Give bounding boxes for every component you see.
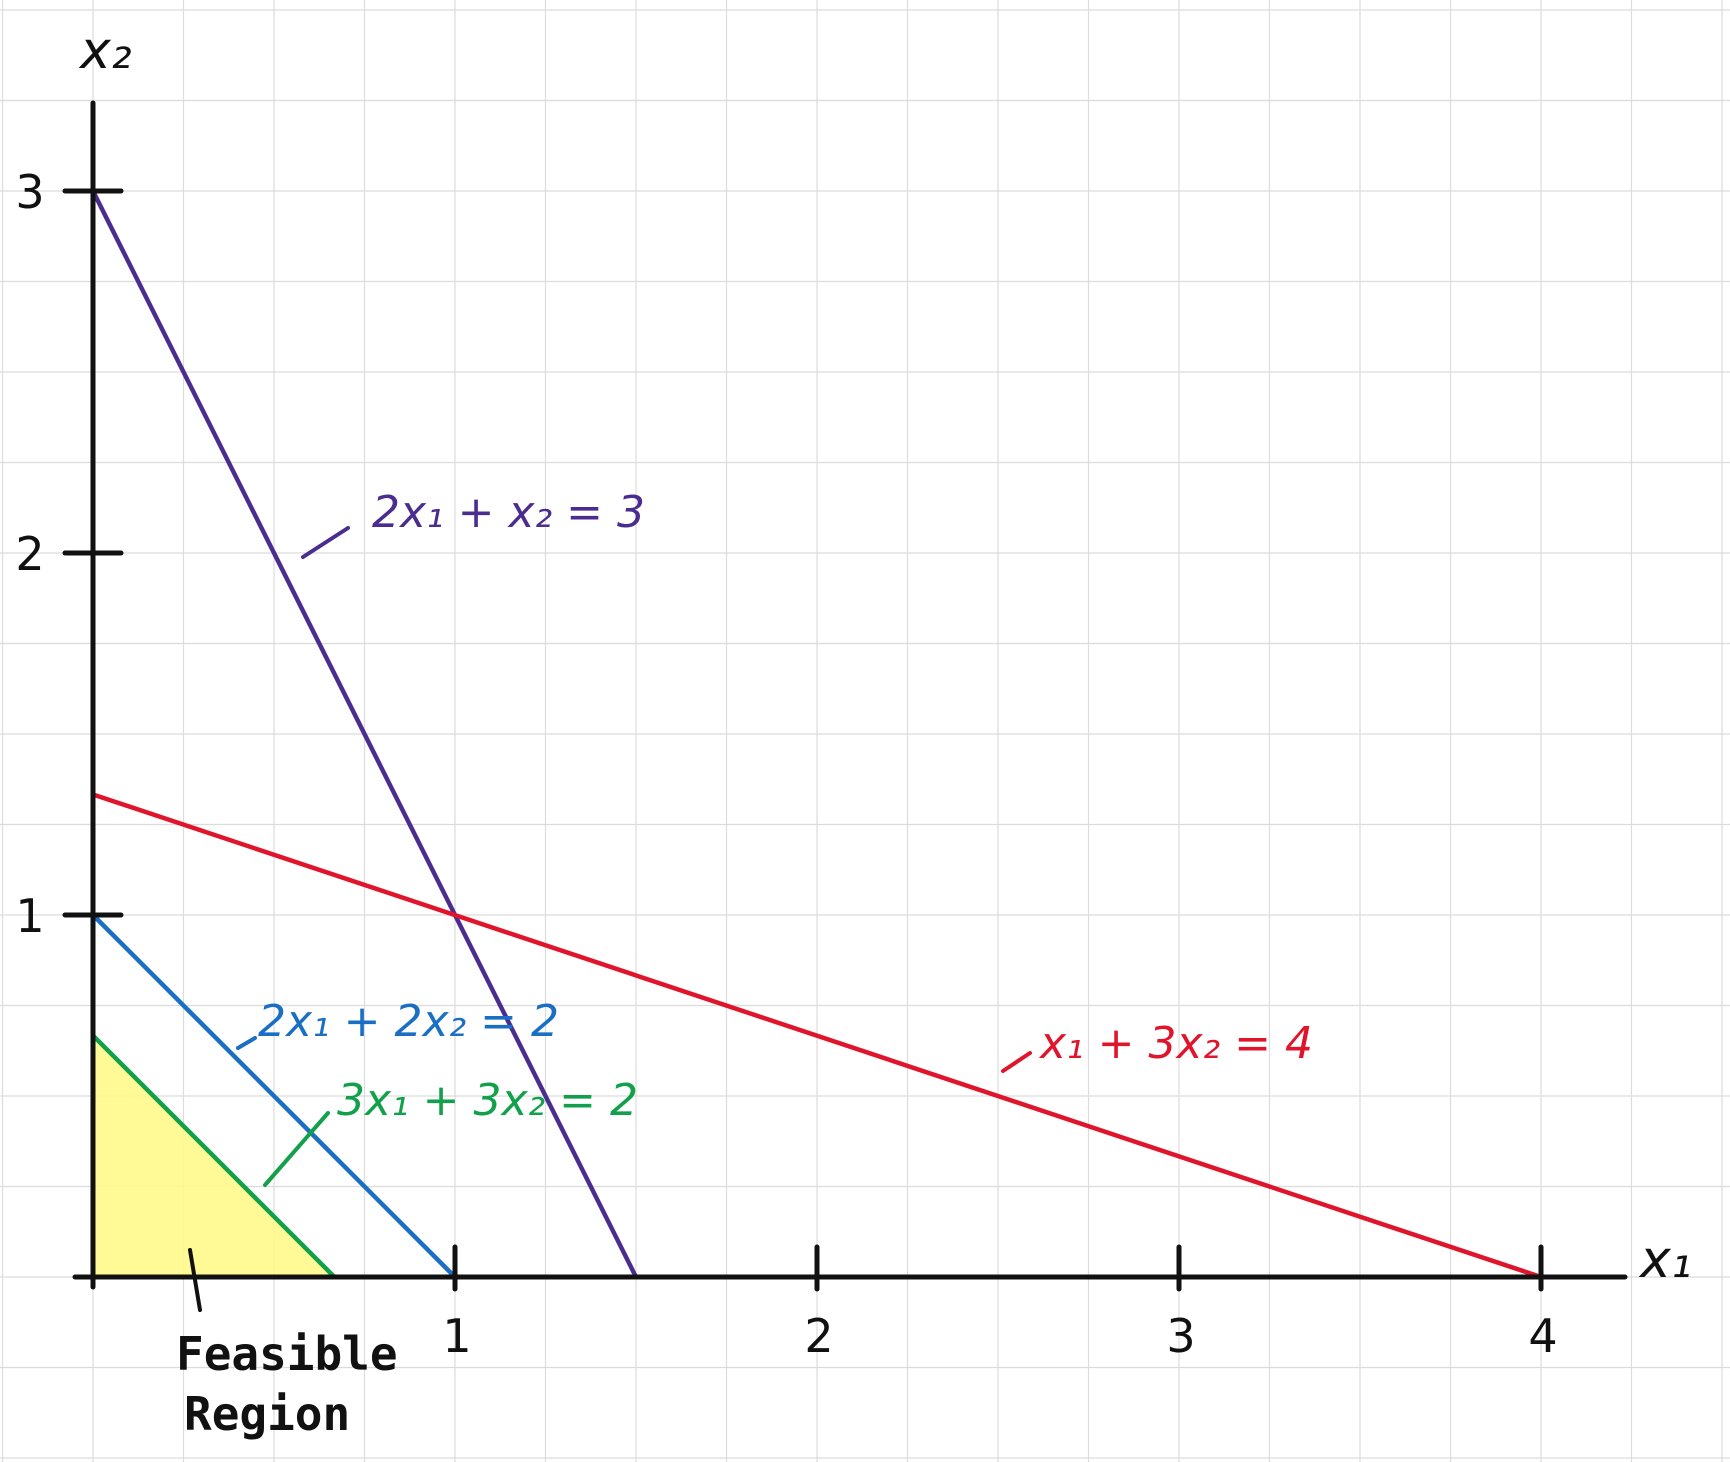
y-axis-label: x₂ [78, 21, 132, 81]
x-tick-label: 3 [1166, 1309, 1195, 1363]
feasible-region-label-line2: Region [184, 1387, 350, 1441]
constraint-line [90, 792, 1544, 1280]
annotation-labels: 2x₁ + x₂ = 3 x₁ + 3x₂ = 4 2x₁ + 2x₂ = 2 3x₁… [176, 487, 1313, 1441]
x-axis-label: x₁ [1638, 1230, 1692, 1290]
constraint-line [90, 912, 458, 1280]
equation-label: 2x₁ + 2x₂ = 2 [258, 996, 559, 1047]
y-tick-label: 3 [15, 165, 44, 219]
constraint-lines [90, 188, 1544, 1280]
y-tick-label: 2 [15, 527, 44, 581]
x-tick-label: 1 [442, 1309, 471, 1363]
equation-label: 2x₁ + x₂ = 3 [372, 487, 645, 538]
equation-label: x₁ + 3x₂ = 4 [1038, 1018, 1313, 1069]
axes: 1 2 3 4 1 2 3 x₁ x₂ [15, 21, 1691, 1363]
y-tick-label: 1 [15, 889, 44, 943]
equation-leader-stroke [263, 1111, 330, 1187]
x-tick-label: 4 [1528, 1309, 1557, 1363]
x-tick-label: 2 [804, 1309, 833, 1363]
equation-leader-stroke [301, 526, 350, 559]
equation-leader-stroke [1001, 1051, 1032, 1073]
constraint-line [90, 1033, 337, 1280]
constraint-line [90, 188, 639, 1280]
equation-leader-stroke [236, 1036, 257, 1050]
equation-label: 3x₁ + 3x₂ = 2 [337, 1075, 638, 1126]
feasible-region-pointer [188, 1248, 202, 1312]
feasible-region-label-line1: Feasible [176, 1327, 398, 1381]
